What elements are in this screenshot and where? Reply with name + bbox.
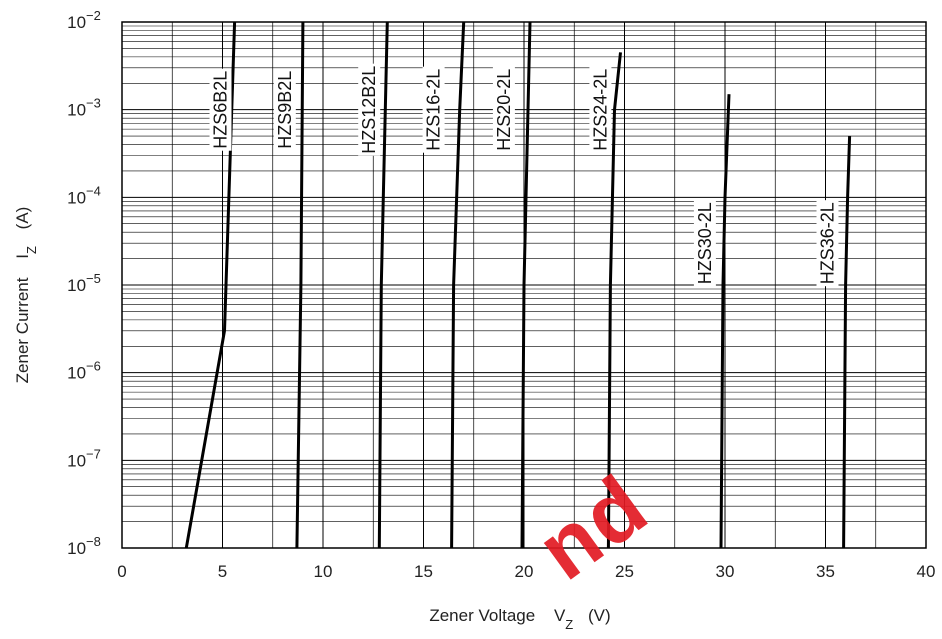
x-tick-label: 25 xyxy=(615,562,634,581)
series-label-background xyxy=(422,66,445,153)
series-label: HZS9B2L xyxy=(275,71,295,149)
x-axis-symbol: V xyxy=(554,606,566,625)
series-label-group: HZS24-2L xyxy=(589,66,612,153)
y-tick-label: 10−8 xyxy=(67,534,101,558)
series-label-group: HZS30-2L xyxy=(693,200,716,287)
series-curve-hzs20-2l xyxy=(520,21,532,549)
series-label-background xyxy=(693,200,716,287)
series-curve-hzs36-2l xyxy=(842,136,852,549)
y-tick-labels: 10−8 10−7 10−6 10−5 10−4 10−3 10−2 xyxy=(67,8,101,558)
x-axis-title: Zener Voltage VZ (V) xyxy=(429,606,610,632)
series-label: HZS6B2L xyxy=(211,71,231,149)
series-curve-hzs12b2l xyxy=(377,21,389,549)
y-tick-label: 10−4 xyxy=(67,183,101,207)
series-label-group: HZS12B2L xyxy=(358,63,381,156)
series-curve-hzs9b2l xyxy=(295,21,305,549)
series-label-background xyxy=(273,68,296,151)
x-tick-label: 5 xyxy=(218,562,227,581)
y-axis-title-text: Zener Current xyxy=(13,277,32,383)
x-tick-label: 0 xyxy=(117,562,126,581)
series-label-background xyxy=(358,63,381,156)
series-curve-hzs24-2l xyxy=(606,52,622,549)
y-tick-label: 10−2 xyxy=(67,8,101,32)
series-label: HZS36-2L xyxy=(818,202,838,284)
series-label-background xyxy=(589,66,612,153)
y-axis-symbol: I xyxy=(13,254,32,259)
x-tick-label: 10 xyxy=(314,562,333,581)
x-tick-label: 35 xyxy=(816,562,835,581)
x-axis-title-text: Zener Voltage xyxy=(429,606,535,625)
x-tick-label: 30 xyxy=(716,562,735,581)
x-tick-label: 40 xyxy=(917,562,936,581)
x-axis-unit: (V) xyxy=(588,606,611,625)
series-label-group: HZS20-2L xyxy=(492,66,515,153)
series-label-background xyxy=(209,68,232,151)
series-label: HZS12B2L xyxy=(359,66,379,154)
series-label: HZS30-2L xyxy=(695,202,715,284)
series-label-group: HZS36-2L xyxy=(816,200,839,287)
y-tick-label: 10−6 xyxy=(67,359,101,383)
y-tick-label: 10−7 xyxy=(67,446,101,470)
series-curve-hzs30-2l xyxy=(719,94,731,549)
series-layer: HZS6B2L HZS9B2L HZS12B2L HZS16-2L HZS20-2L HZ… xyxy=(184,21,852,549)
series-label-group: HZS6B2L xyxy=(209,68,232,151)
series-curve-hzs16-2l xyxy=(450,21,466,549)
plot-frame xyxy=(121,21,927,549)
series-label: HZS16-2L xyxy=(424,69,444,151)
series-label-background xyxy=(492,66,515,153)
y-axis-title: Zener Current IZ (A) xyxy=(13,207,39,384)
x-tick-label: 15 xyxy=(414,562,433,581)
x-axis-symbol-sub: Z xyxy=(565,617,573,632)
series-label: HZS24-2L xyxy=(590,69,610,151)
series-label-background xyxy=(816,200,839,287)
series-label-group: HZS9B2L xyxy=(273,68,296,151)
y-axis-symbol-sub: Z xyxy=(24,246,39,254)
y-axis-unit: (A) xyxy=(13,207,32,230)
series-label: HZS20-2L xyxy=(494,69,514,151)
y-tick-label: 10−3 xyxy=(67,96,101,120)
x-tick-label: 20 xyxy=(515,562,534,581)
x-tick-labels: 0 5 10 15 20 25 30 35 40 xyxy=(117,562,935,581)
series-label-group: HZS16-2L xyxy=(422,66,445,153)
y-tick-label: 10−5 xyxy=(67,271,101,295)
